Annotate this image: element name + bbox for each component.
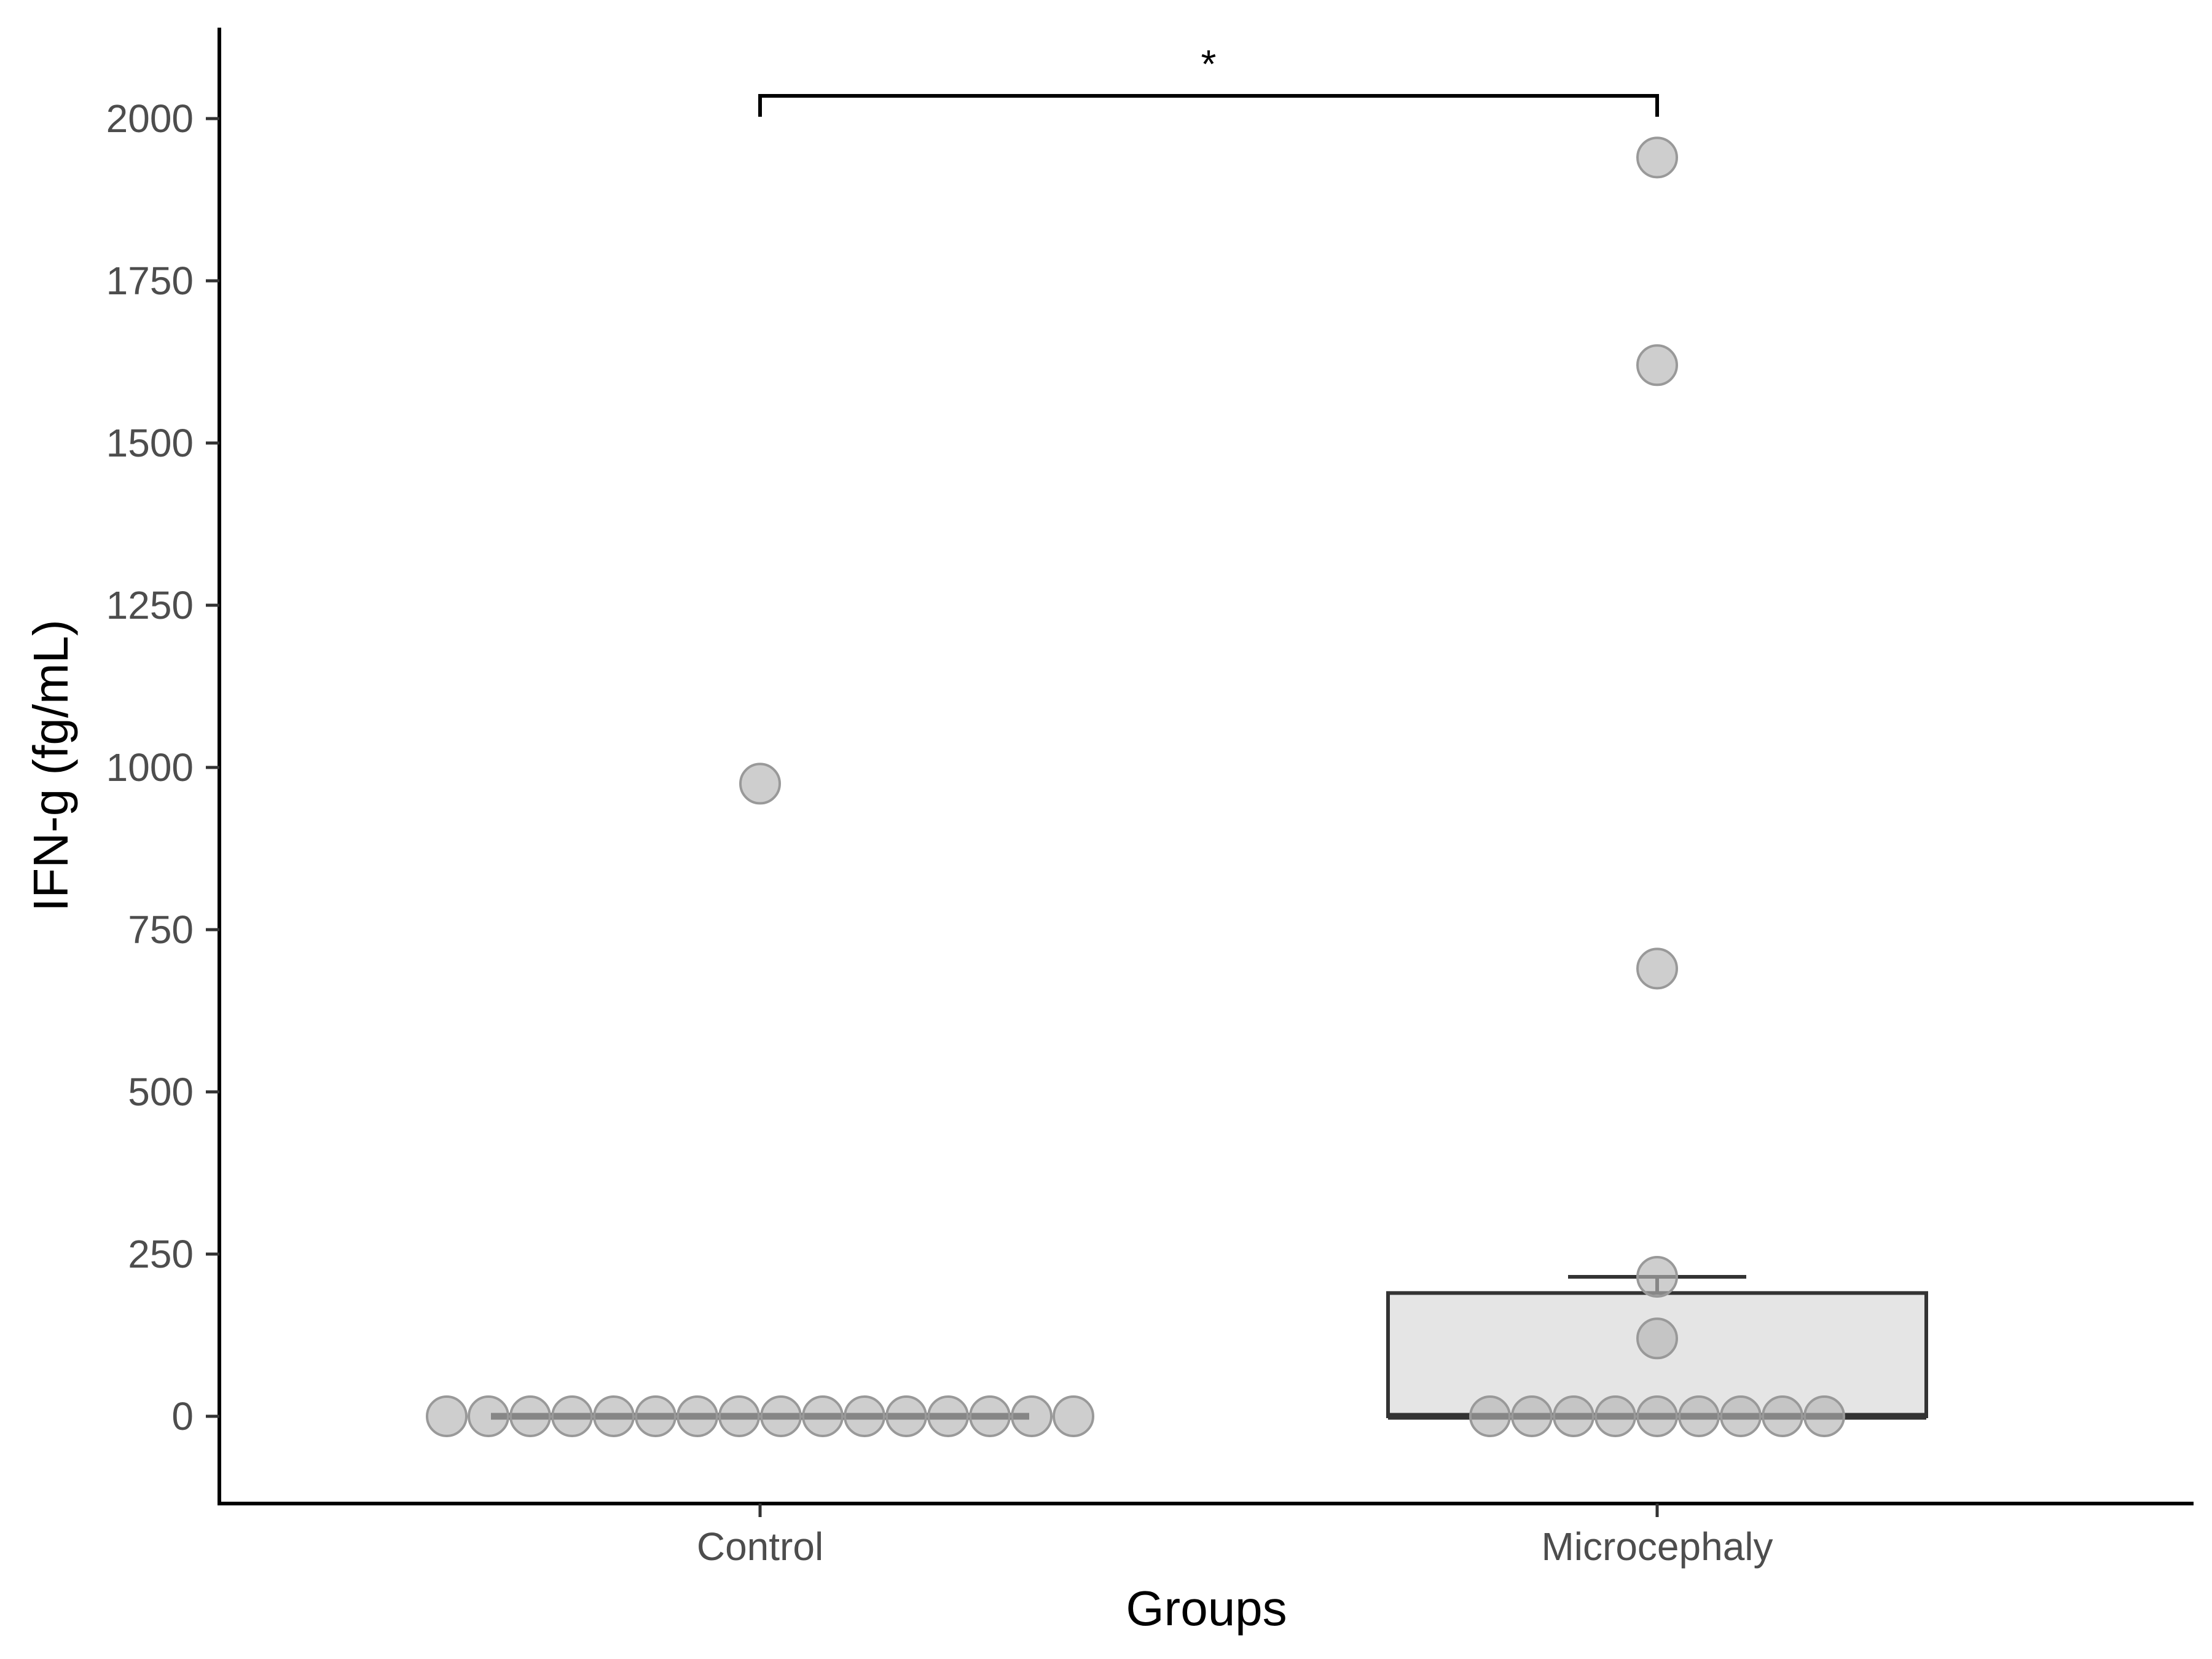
data-point	[1636, 1395, 1678, 1437]
data-point	[1553, 1395, 1594, 1437]
data-point	[635, 1395, 677, 1437]
axes: 0 250 500 750 1000 1250 1500 1750 2000 Control Mic…	[106, 28, 2194, 1569]
y-tick-label: 250	[128, 1232, 194, 1276]
y-tick-label: 0	[171, 1394, 194, 1438]
data-point	[551, 1395, 593, 1437]
data-point	[593, 1395, 635, 1437]
significance-bracket	[758, 94, 1659, 117]
data-point	[1469, 1395, 1511, 1437]
data-point	[426, 1395, 468, 1437]
y-tick-label: 1750	[106, 259, 194, 303]
data-point	[802, 1395, 844, 1437]
significance-label: *	[1201, 42, 1217, 86]
data-point	[1636, 344, 1678, 386]
data-point	[1636, 947, 1678, 990]
boxes	[491, 1274, 1928, 1420]
data-point	[468, 1395, 509, 1437]
data-point	[1636, 1317, 1678, 1360]
data-points	[426, 136, 1845, 1437]
data-point	[718, 1395, 760, 1437]
y-tick-label: 2000	[106, 96, 194, 141]
data-point	[1011, 1395, 1053, 1437]
data-point	[1053, 1395, 1094, 1437]
data-point	[1636, 1255, 1678, 1298]
x-tick-label: Control	[697, 1524, 823, 1569]
data-point	[760, 1395, 802, 1437]
data-point	[509, 1395, 551, 1437]
y-tick-label: 1250	[106, 583, 194, 627]
data-point	[739, 763, 781, 805]
data-point	[1803, 1395, 1845, 1437]
data-point	[969, 1395, 1011, 1437]
data-point	[885, 1395, 927, 1437]
significance-annotation: *	[758, 42, 1659, 117]
y-tick-label: 1500	[106, 421, 194, 465]
data-point	[1762, 1395, 1803, 1437]
y-axis-title: IFN-g (fg/mL)	[23, 619, 78, 912]
data-point	[927, 1395, 969, 1437]
data-point	[1678, 1395, 1720, 1437]
data-point	[677, 1395, 718, 1437]
data-point	[1511, 1395, 1553, 1437]
y-tick-label: 500	[128, 1070, 194, 1114]
y-tick-label: 750	[128, 908, 194, 952]
data-point	[1636, 136, 1678, 179]
data-point	[1594, 1395, 1636, 1437]
data-point	[1720, 1395, 1762, 1437]
x-tick-label: Microcephaly	[1541, 1524, 1773, 1569]
data-point	[844, 1395, 885, 1437]
x-axis-title: Groups	[1126, 1581, 1287, 1636]
y-tick-label: 1000	[106, 745, 194, 790]
